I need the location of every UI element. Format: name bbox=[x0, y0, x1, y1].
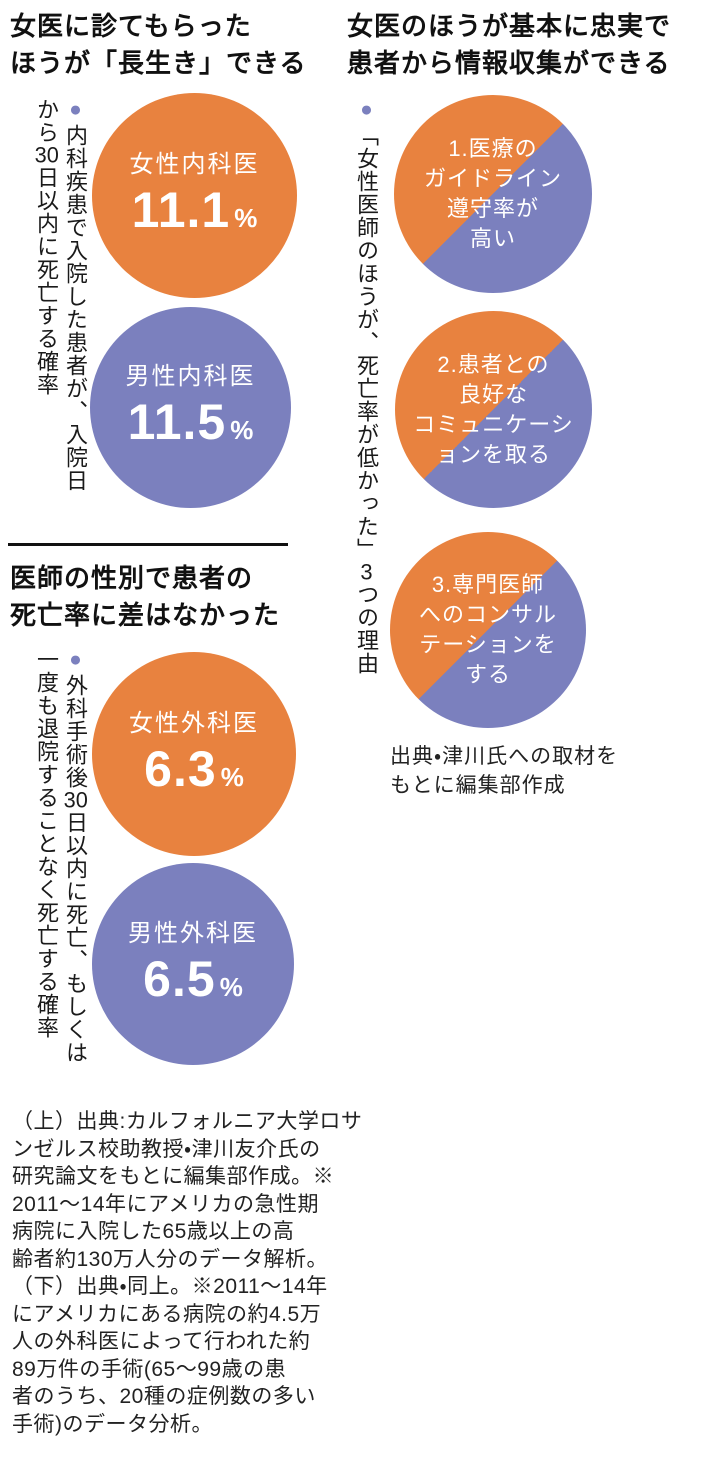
stat-unit: % bbox=[230, 415, 254, 445]
stat-unit: % bbox=[220, 761, 244, 792]
stat-block: 男性内科医 11.5 % bbox=[126, 356, 256, 447]
reason-text: 3.専門医師 へのコンサル テーションを する bbox=[418, 572, 557, 687]
section2-note: ●外科手術後30日以内に死亡、もしくは一度も退院することなく死亡する確率 bbox=[14, 648, 90, 1073]
stat-label: 男性外科医 bbox=[128, 919, 258, 947]
stat-circle-female-surgeon: 女性外科医 6.3 % bbox=[92, 652, 296, 856]
stat-circle-female-internist: 女性内科医 11.1 % bbox=[92, 93, 297, 298]
stat-block: 女性内科医 11.1 % bbox=[130, 144, 260, 235]
right-source-text: 出典・津川氏への取材を もとに編集部作成 bbox=[390, 745, 619, 797]
note-bullet-icon: ● bbox=[355, 98, 378, 124]
stat-value: 6.3 bbox=[144, 740, 217, 797]
stat-value: 6.5 bbox=[143, 950, 216, 1007]
right-note-text: 「女性医師のほうが、死亡率が低かった」3つの理由 bbox=[354, 124, 379, 675]
stat-label: 女性外科医 bbox=[129, 709, 259, 737]
stat-unit: % bbox=[219, 971, 243, 1002]
stat-block: 男性外科医 6.5 % bbox=[128, 913, 258, 1004]
section1-note: ●内科疾患で入院した患者が、入院日から30日以内に死亡する確率 bbox=[14, 98, 90, 502]
right-title: 女医のほうが基本に忠実で 患者から情報収集ができる bbox=[347, 11, 672, 78]
section2-title: 医師の性別で患者の 死亡率に差はなかった bbox=[10, 563, 281, 630]
stat-value: 11.5 bbox=[127, 394, 227, 450]
reason-text: 2.患者との 良好な コミュニケーシ ョンを取る bbox=[413, 351, 574, 467]
stat-circle-male-surgeon: 男性外科医 6.5 % bbox=[92, 863, 294, 1065]
stat-label: 男性内科医 bbox=[125, 363, 256, 390]
section2-note-text: 外科手術後30日以内に死亡、もしくは一度も退院することなく死亡する確率 bbox=[34, 648, 88, 1064]
stat-value-row: 11.5 % bbox=[128, 397, 254, 447]
note-bullet-icon: ● bbox=[64, 648, 87, 674]
reason-text: 1.医療の ガイドライン 遵守率が 高い bbox=[423, 136, 562, 251]
section1-note-text: 内科疾患で入院した患者が、入院日から30日以内に死亡する確率 bbox=[34, 98, 88, 492]
stat-block: 女性外科医 6.3 % bbox=[129, 703, 259, 794]
stat-value-row: 6.3 % bbox=[144, 744, 244, 794]
bottom-source-text: （上）出典:カルフォルニア大学ロサ ンゼルス校助教授・津川友介氏の 研究論文をも… bbox=[12, 1110, 363, 1436]
stat-value: 11.1 bbox=[131, 182, 231, 238]
stat-value-row: 11.1 % bbox=[132, 185, 258, 235]
stat-circle-male-internist: 男性内科医 11.5 % bbox=[90, 307, 291, 508]
reason-circle-2: 2.患者との 良好な コミュニケーシ ョンを取る bbox=[395, 311, 592, 508]
note-bullet-icon: ● bbox=[64, 98, 87, 124]
section1-title: 女医に診てもらった ほうが「長生き」できる bbox=[10, 11, 307, 78]
reason-circle-3: 3.専門医師 へのコンサル テーションを する bbox=[390, 532, 586, 728]
reason-circle-1: 1.医療の ガイドライン 遵守率が 高い bbox=[394, 95, 592, 293]
stat-label: 女性内科医 bbox=[129, 151, 260, 178]
right-note: ●「女性医師のほうが、死亡率が低かった」3つの理由 bbox=[347, 98, 381, 678]
stat-value-row: 6.5 % bbox=[143, 954, 243, 1004]
stat-unit: % bbox=[234, 203, 258, 233]
divider-line bbox=[8, 543, 288, 546]
